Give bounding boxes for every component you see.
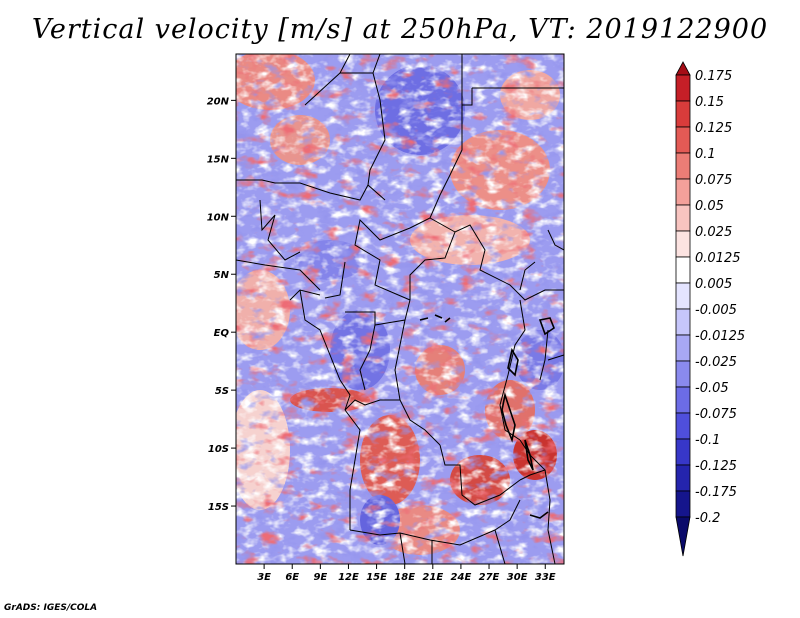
colorbar-segment: [675, 334, 691, 362]
border-line: [344, 399, 400, 411]
colorbar-segment: [675, 230, 691, 258]
colorbar-segment: [675, 204, 691, 232]
lake-outline: [419, 314, 451, 323]
lake-outline: [507, 347, 519, 377]
border-line: [236, 259, 321, 291]
border-line: [236, 179, 369, 201]
colorbar-segment: [675, 282, 691, 310]
colorbar-label: 0.125: [695, 121, 732, 136]
lat-tick-label: 5S: [215, 386, 229, 397]
lon-tick-label: 33E: [535, 572, 556, 583]
colorbar-label: 0.005: [695, 277, 732, 292]
lat-tick-label: 10N: [207, 212, 230, 223]
border-line: [547, 229, 564, 251]
chart-title: Vertical velocity [m/s] at 250hPa, VT: 2…: [31, 14, 769, 45]
border-line: [339, 54, 351, 74]
colorbar-segment: [675, 438, 691, 466]
colorbar-segment: [675, 256, 691, 284]
lon-tick-label: 15E: [366, 572, 387, 583]
border-line: [359, 324, 376, 391]
border-line: [439, 444, 521, 506]
border-line: [399, 532, 406, 564]
colorbar-label: 0.05: [695, 199, 724, 214]
border-line: [547, 354, 564, 361]
border-line: [339, 379, 351, 411]
speckle-texture: [236, 54, 564, 564]
colorbar-label: -0.2: [695, 511, 720, 526]
colorbar-label: -0.005: [695, 303, 737, 318]
colorbar: 0.175 0.15 0.125 0.1 0.075 0.05 0.025 0.0125 0.0…: [675, 61, 745, 557]
latitude-ticks: 20N 15N 10N 5N EQ 5S 10S 15S: [207, 96, 236, 513]
border-line: [304, 72, 386, 201]
border-line: [494, 529, 506, 564]
grads-credit: GrADS: IGES/COLA: [4, 603, 98, 613]
colorbar-arrow-bottom: [675, 516, 691, 557]
colorbar-label: 0.1: [695, 147, 716, 162]
border-line: [259, 199, 301, 261]
colorbar-label: -0.025: [695, 355, 737, 370]
colorbar-segment: [675, 490, 691, 518]
border-line: [354, 54, 463, 301]
colorbar-label: 0.15: [695, 95, 724, 110]
colorbar-segment: [675, 386, 691, 414]
lon-tick-label: 6E: [285, 572, 299, 583]
lake-outline: [524, 439, 534, 471]
field-layer: [236, 54, 564, 564]
colorbar-label: -0.125: [695, 459, 737, 474]
colorbar-segment: [675, 412, 691, 440]
lon-tick-label: 24E: [451, 572, 472, 583]
colorbar-segment: [675, 100, 691, 128]
border-line: [324, 261, 346, 299]
lat-tick-label: 20N: [207, 96, 230, 107]
colorbar-label: -0.1: [695, 433, 720, 448]
border-line: [499, 299, 526, 441]
country-borders: [236, 54, 564, 564]
lon-tick-label: 30E: [507, 572, 528, 583]
colorbar-label: 0.075: [695, 173, 732, 188]
border-line: [429, 217, 564, 301]
lake-outline: [529, 511, 549, 519]
colorbar-segment: [675, 74, 691, 102]
lat-tick-label: 15S: [208, 502, 229, 513]
lake-outline: [538, 317, 555, 336]
lon-tick-label: 3E: [257, 572, 271, 583]
colorbar-segment: [675, 464, 691, 492]
border-line: [409, 231, 456, 300]
lake-outline: [501, 391, 516, 443]
colorbar-label: -0.075: [695, 407, 737, 422]
colorbar-label: 0.175: [695, 69, 732, 84]
lake-outlines: [419, 314, 555, 519]
longitude-ticks: 3E 6E 9E 12E 15E 18E 21E 24E 27E 30E 33E: [257, 564, 556, 583]
colorbar-arrow-top: [675, 61, 691, 76]
map-frame: [235, 53, 565, 565]
lon-tick-label: 27E: [479, 572, 500, 583]
colorbar-label: -0.05: [695, 381, 729, 396]
border-line: [349, 499, 521, 546]
lat-tick-label: 15N: [207, 154, 230, 165]
colorbar-label: -0.175: [695, 485, 737, 500]
lat-tick-label: EQ: [214, 328, 230, 339]
lon-tick-label: 12E: [338, 572, 359, 583]
border-line: [344, 409, 361, 530]
colorbar-label: -0.0125: [695, 329, 745, 344]
border-line: [539, 329, 549, 381]
border-line: [462, 88, 473, 106]
lon-tick-label: 18E: [394, 572, 415, 583]
lon-tick-label: 9E: [313, 572, 327, 583]
colorbar-segment: [675, 178, 691, 206]
border-line: [372, 54, 381, 74]
lat-tick-label: 5N: [214, 270, 230, 281]
colorbar-segment: [675, 308, 691, 336]
colorbar-segment: [675, 126, 691, 154]
lon-tick-label: 21E: [422, 572, 443, 583]
border-line: [299, 289, 341, 381]
colorbar-segment: [675, 360, 691, 388]
border-line: [519, 261, 536, 291]
colorbar-label: 0.025: [695, 225, 732, 240]
lat-tick-label: 10S: [208, 444, 229, 455]
colorbar-label: 0.0125: [695, 251, 741, 266]
border-line: [544, 469, 556, 564]
colorbar-segment: [675, 152, 691, 180]
